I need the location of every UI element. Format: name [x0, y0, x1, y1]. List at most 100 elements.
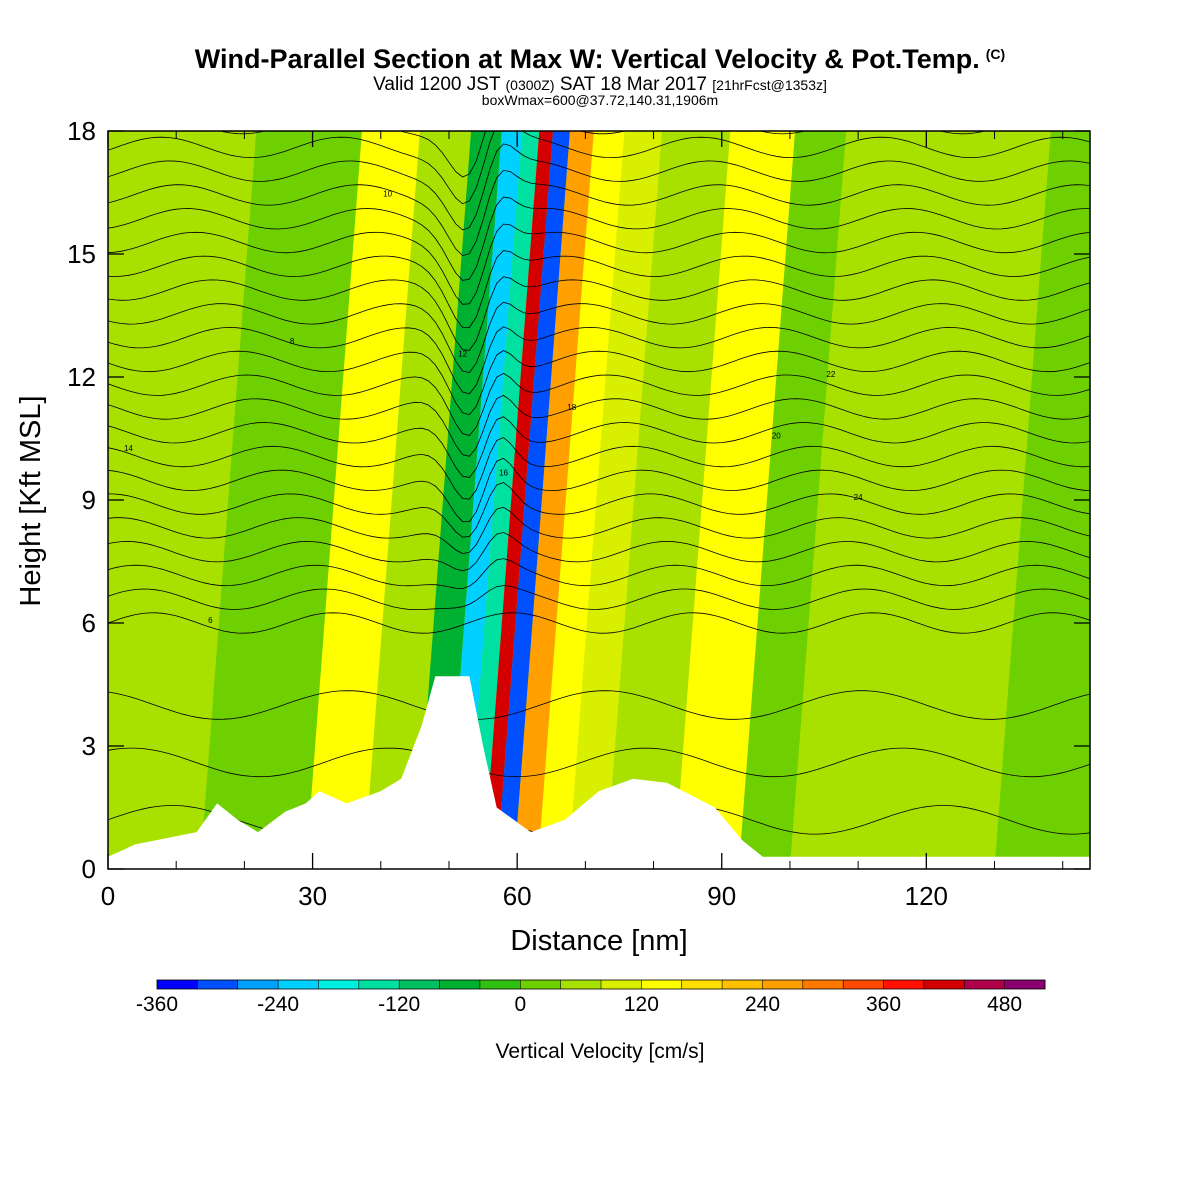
- y-tick-label: 3: [82, 731, 96, 761]
- theta-contour: [108, 196, 1090, 281]
- theta-contour: [108, 532, 1090, 572]
- chart-title: Wind-Parallel Section at Max W: Vertical…: [194, 44, 1006, 74]
- contour-label: 10: [383, 190, 392, 199]
- colorbar-swatch: [762, 980, 804, 989]
- velocity-band: [466, 131, 540, 869]
- chart-box-info: boxWmax=600@37.72,140.31,1906m: [481, 92, 719, 108]
- colorbar-tick-label: -120: [378, 993, 420, 1016]
- colorbar-swatch: [601, 980, 642, 989]
- colorbar-swatch: [157, 980, 198, 989]
- theta-contour: [108, 747, 1090, 778]
- velocity-band: [483, 131, 553, 869]
- velocity-band: [537, 131, 625, 869]
- colorbar-tick-label: 0: [514, 993, 526, 1016]
- velocity-band: [200, 131, 308, 869]
- contour-label: 14: [124, 444, 133, 453]
- theta-contour: [108, 612, 1090, 634]
- axes: 0 30 60 90 120 0 3 6 9 12 15 18: [67, 116, 1090, 911]
- colorbar-swatch: [964, 980, 1006, 989]
- colorbar-tick-label: 120: [624, 993, 659, 1016]
- velocity-band: [251, 131, 362, 869]
- colorbar-swatch: [681, 980, 723, 989]
- theta-contour: [108, 558, 1090, 589]
- y-tick-label: 0: [82, 854, 96, 884]
- x-tick-label: 120: [905, 881, 948, 911]
- velocity-band: [496, 131, 570, 869]
- theta-contour: [108, 223, 1090, 305]
- y-tick-label: 6: [82, 608, 96, 638]
- contour-label: 22: [826, 370, 835, 379]
- y-tick-label: 15: [67, 239, 96, 269]
- velocity-band: [926, 131, 1051, 869]
- theta-contour: [219, 131, 986, 178]
- velocity-band: [605, 131, 731, 869]
- theta-contour: [108, 437, 1090, 500]
- theta-contour: [108, 394, 1090, 457]
- velocity-band: [858, 131, 983, 869]
- theta-contour: [108, 457, 1090, 523]
- velocity-band: [305, 131, 420, 869]
- velocity-field: [108, 131, 1090, 869]
- theta-contour: [108, 506, 1090, 555]
- colorbar-swatch: [923, 980, 965, 989]
- y-tick-label: 9: [82, 485, 96, 515]
- velocity-band: [738, 131, 847, 869]
- colorbar-label: Vertical Velocity [cm/s]: [496, 1040, 705, 1063]
- x-tick-label: 30: [298, 881, 327, 911]
- colorbar-swatch: [318, 980, 360, 989]
- x-tick-label: 0: [101, 881, 115, 911]
- colorbar-swatch: [802, 980, 844, 989]
- theta-contours: 14 6 8 10 12 16 18 20 22 24: [108, 131, 1090, 835]
- contour-label: 24: [854, 493, 863, 502]
- colorbar-swatch: [1004, 980, 1046, 989]
- theta-contour: [108, 169, 1090, 257]
- chart-subtitle: Valid 1200 JST (0300Z) SAT 18 Mar 2017 […: [373, 74, 827, 95]
- colorbar-swatch: [560, 980, 602, 989]
- velocity-band: [363, 131, 472, 869]
- colorbar-swatch: [278, 980, 319, 989]
- y-axis-label: Height [Kft MSL]: [15, 395, 47, 606]
- colorbar-swatch: [520, 980, 562, 989]
- colorbar-tick-label: -360: [136, 993, 178, 1016]
- colorbar-tick-label: 240: [745, 993, 780, 1016]
- colorbar-swatch: [197, 980, 239, 989]
- velocity-band: [568, 131, 663, 869]
- colorbar-tick-label: -240: [257, 993, 299, 1016]
- terrain-mask: [108, 676, 1090, 869]
- contour-label: 18: [567, 403, 576, 412]
- colorbar-swatch: [641, 980, 683, 989]
- velocity-band: [789, 131, 915, 869]
- colorbar-swatch: [358, 980, 400, 989]
- colorbar-tick-label: 360: [866, 993, 901, 1016]
- y-tick-label: 12: [67, 362, 96, 392]
- theta-contour: [108, 482, 1090, 538]
- x-tick-label: 60: [503, 881, 532, 911]
- velocity-band: [148, 131, 257, 869]
- theta-contour: [108, 131, 1090, 205]
- x-tick-label: 90: [707, 881, 736, 911]
- velocity-band: [674, 131, 796, 869]
- colorbar-swatch: [479, 980, 521, 989]
- colorbar: -360 -240 -120 0 120 240 360 480: [136, 979, 1046, 1016]
- colorbar-swatch: [722, 980, 763, 989]
- velocity-band: [108, 131, 206, 869]
- title-mark: (C): [985, 46, 1006, 62]
- theta-contour: [108, 301, 1090, 373]
- contour-label: 6: [208, 616, 213, 625]
- colorbar-swatch: [439, 980, 481, 989]
- theta-contour: [108, 416, 1090, 478]
- colorbar-tick-label: 480: [987, 993, 1022, 1016]
- contour-label: 16: [499, 468, 508, 477]
- colorbar-swatch: [399, 980, 441, 989]
- theta-contour: [108, 585, 1090, 610]
- theta-contour: [108, 372, 1090, 436]
- y-tick-label: 18: [67, 116, 96, 146]
- contour-label: 12: [458, 350, 467, 359]
- theta-contour: [108, 250, 1090, 329]
- theta-contour: [108, 690, 1090, 720]
- contour-label: 8: [290, 337, 295, 346]
- theta-contour: [108, 326, 1090, 395]
- theta-contour: [108, 276, 1090, 351]
- velocity-band: [513, 131, 594, 869]
